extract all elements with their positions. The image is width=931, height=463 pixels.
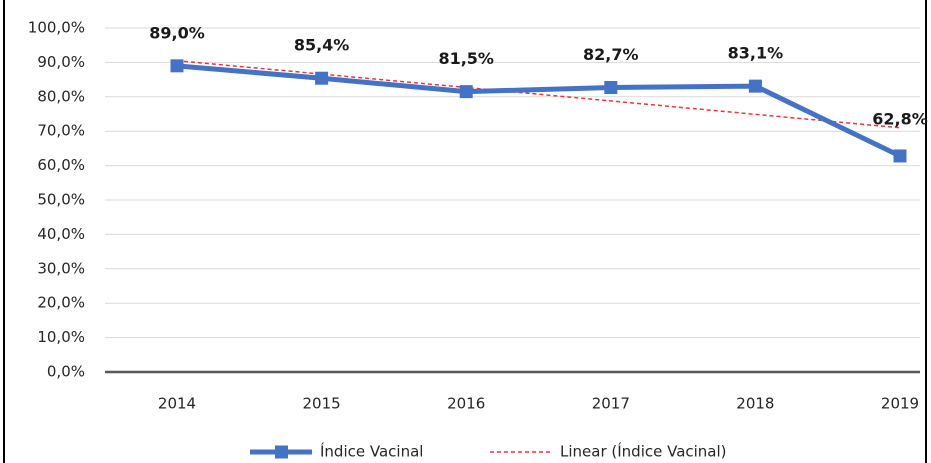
data-label: 89,0% — [149, 23, 205, 42]
y-tick-label: 30,0% — [37, 259, 85, 277]
data-label: 85,4% — [294, 36, 350, 55]
data-label: 83,1% — [728, 44, 784, 63]
series-line — [176, 63, 902, 159]
y-tick-label: 20,0% — [37, 294, 85, 312]
marker — [893, 149, 907, 163]
marker — [459, 85, 473, 99]
y-tick-label: 90,0% — [37, 53, 85, 71]
legend-label: Linear (Índice Vacinal) — [560, 442, 727, 461]
x-tick-label: 2016 — [447, 395, 485, 413]
marker — [170, 59, 184, 73]
marker — [748, 79, 762, 93]
x-tick-label: 2018 — [736, 395, 774, 413]
x-tick-label: 2017 — [592, 395, 630, 413]
legend-marker — [275, 445, 288, 459]
data-label: 82,7% — [583, 45, 639, 64]
data-label: 62,8% — [872, 109, 928, 128]
y-tick-label: 10,0% — [37, 328, 85, 346]
x-tick-label: 2015 — [303, 395, 341, 413]
data-label: 81,5% — [438, 49, 494, 68]
legend-label: Índice Vacinal — [320, 442, 423, 461]
x-tick-label: 2014 — [158, 395, 196, 413]
y-tick-label: 100,0% — [28, 19, 85, 37]
y-tick-label: 50,0% — [37, 191, 85, 209]
trend-line — [176, 59, 901, 129]
marker — [604, 81, 618, 95]
y-tick-label: 60,0% — [37, 156, 85, 174]
y-tick-label: 80,0% — [37, 87, 85, 105]
y-tick-label: 70,0% — [37, 122, 85, 140]
y-tick-label: 0,0% — [47, 363, 85, 381]
marker — [315, 71, 329, 85]
y-tick-label: 40,0% — [37, 225, 85, 243]
x-tick-label: 2019 — [881, 395, 919, 413]
